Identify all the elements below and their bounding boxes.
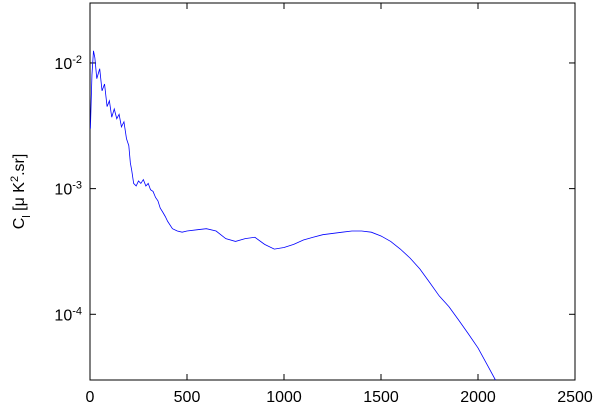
x-tick-label: 2500	[557, 389, 593, 406]
y-axis-label: Cl [μ K2.sr]	[9, 154, 33, 230]
y-tick-label: 10-2	[54, 54, 82, 73]
y-tick-label: 10-3	[54, 180, 82, 199]
x-tick-label: 1000	[266, 389, 302, 406]
x-tick-label: 2000	[460, 389, 496, 406]
y-tick-label: 10-4	[54, 305, 82, 324]
x-tick-label: 500	[174, 389, 201, 406]
plot-frame	[89, 2, 576, 381]
data-line	[89, 50, 496, 381]
x-tick-label: 1500	[363, 389, 399, 406]
x-tick-label: 0	[86, 389, 95, 406]
